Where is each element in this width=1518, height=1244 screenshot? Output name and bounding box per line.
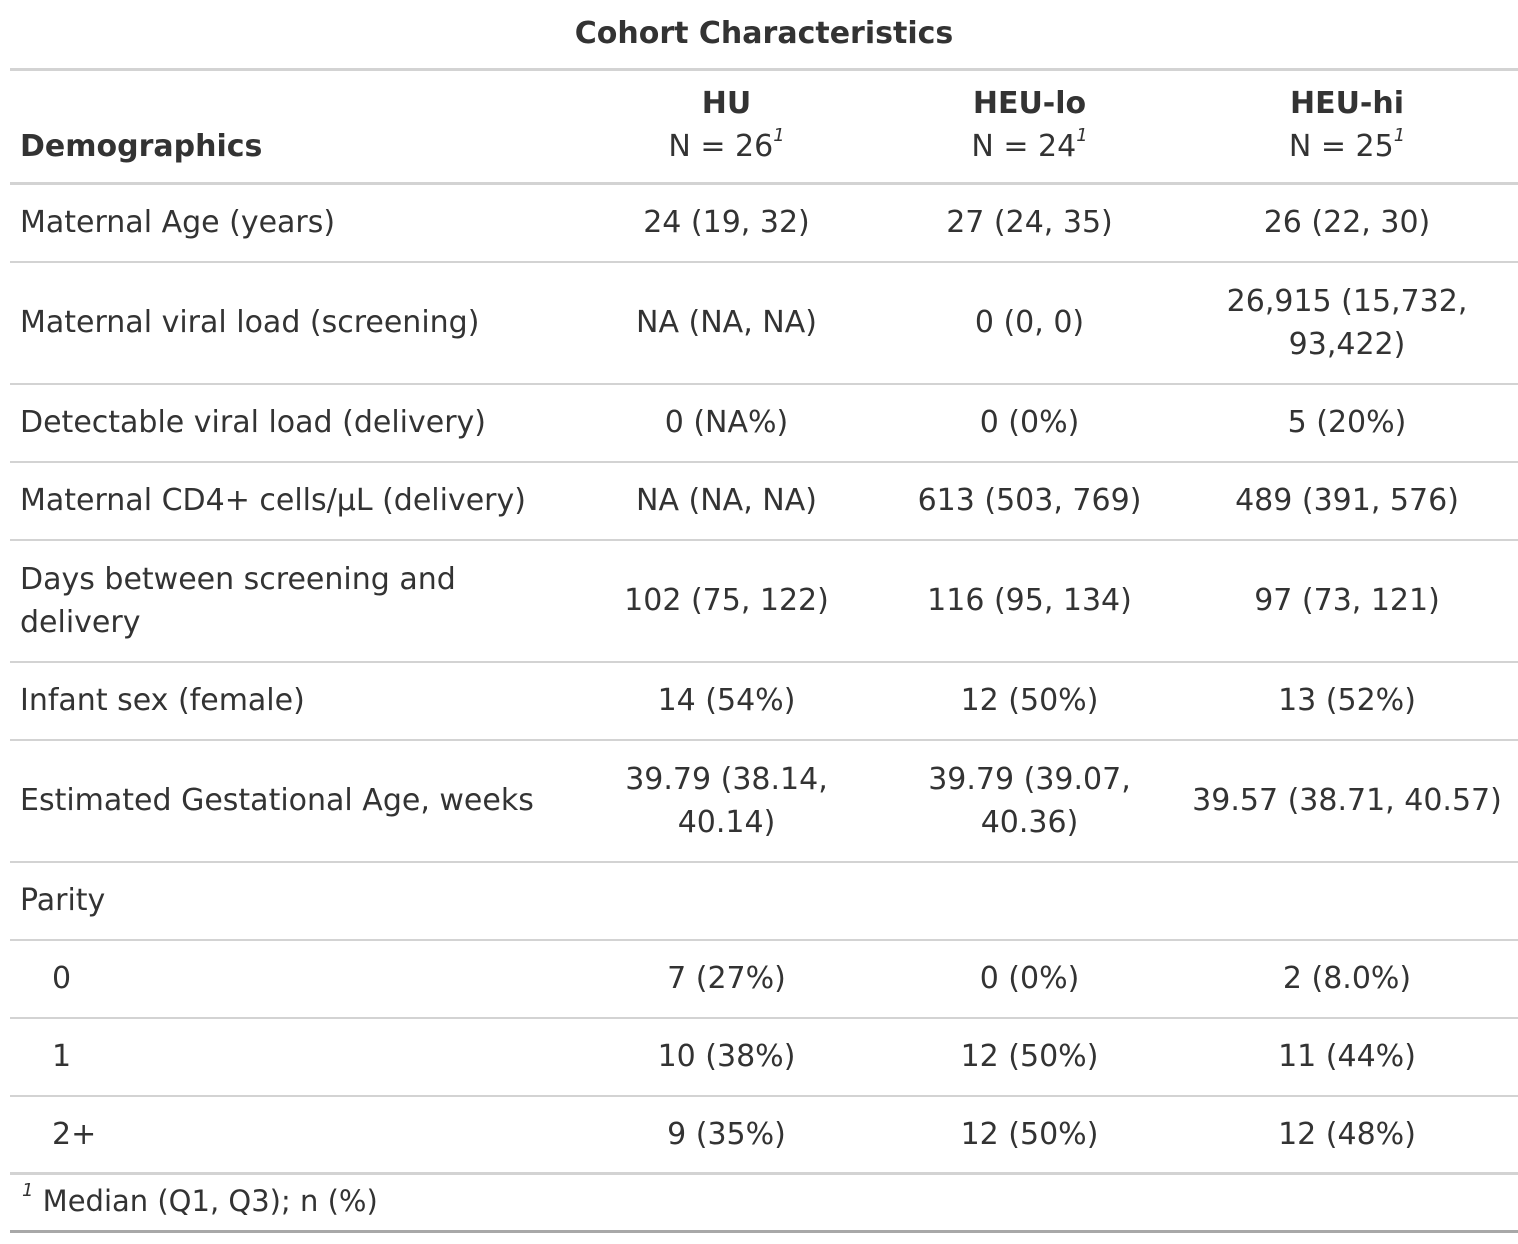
cell-value: 7 (27%) <box>570 939 883 1019</box>
cell-value: 9 (35%) <box>570 1095 883 1175</box>
column-name: HEU-hi <box>1289 86 1405 121</box>
cell-value: 39.79 (39.07, 40.36) <box>883 739 1176 863</box>
footnote-mark: 1 <box>773 125 785 146</box>
cohort-table: Demographics HU N = 261 HEU-lo N = 241 HEU… <box>10 68 1518 1233</box>
cell-value: 0 (0, 0) <box>883 261 1176 385</box>
cell-value: 10 (38%) <box>570 1017 883 1097</box>
row-label: Estimated Gestational Age, weeks <box>10 739 570 863</box>
table-row: 0 7 (27%) 0 (0%) 2 (8.0%) <box>10 939 1518 1019</box>
cell-value: 0 (NA%) <box>570 383 883 463</box>
cell-value: 116 (95, 134) <box>883 539 1176 663</box>
column-n: N = 26 <box>668 129 774 164</box>
table-row: Days between screening and delivery 102 … <box>10 539 1518 663</box>
row-label: Parity <box>10 861 570 941</box>
cell-value: 26,915 (15,732, 93,422) <box>1176 261 1518 385</box>
cell-value: 39.57 (38.71, 40.57) <box>1176 739 1518 863</box>
cell-value: 0 (0%) <box>883 383 1176 463</box>
row-label: Maternal viral load (screening) <box>10 261 570 385</box>
cell-value: 12 (50%) <box>883 1017 1176 1097</box>
column-header-heu-lo: HEU-lo N = 241 <box>883 68 1176 185</box>
table-row: Parity <box>10 861 1518 941</box>
footnote-mark: 1 <box>1076 125 1088 146</box>
cell-value: 12 (50%) <box>883 1095 1176 1175</box>
footnote: 1 Median (Q1, Q3); n (%) <box>10 1172 1518 1233</box>
cell-value <box>570 861 883 941</box>
column-name: HEU-lo <box>972 86 1087 121</box>
cell-value: 97 (73, 121) <box>1176 539 1518 663</box>
table-row: Maternal Age (years) 24 (19, 32) 27 (24,… <box>10 183 1518 263</box>
row-label: 0 <box>10 939 570 1019</box>
column-header-hu: HU N = 261 <box>570 68 883 185</box>
cell-value: 489 (391, 576) <box>1176 461 1518 541</box>
row-label: 1 <box>10 1017 570 1097</box>
table-row: 1 10 (38%) 12 (50%) 11 (44%) <box>10 1017 1518 1097</box>
row-label: 2+ <box>10 1095 570 1175</box>
cell-value: NA (NA, NA) <box>570 461 883 541</box>
footnote-text: Median (Q1, Q3); n (%) <box>42 1184 378 1218</box>
cell-value: 0 (0%) <box>883 939 1176 1019</box>
table-row: Maternal viral load (screening) NA (NA, … <box>10 261 1518 385</box>
cell-value: 5 (20%) <box>1176 383 1518 463</box>
header-row: Demographics HU N = 261 HEU-lo N = 241 HEU… <box>10 68 1518 185</box>
cell-value <box>1176 861 1518 941</box>
cell-value: 24 (19, 32) <box>570 183 883 263</box>
column-name: HU <box>701 86 752 121</box>
column-n: N = 25 <box>1288 129 1394 164</box>
cell-value: 2 (8.0%) <box>1176 939 1518 1019</box>
table-row: Estimated Gestational Age, weeks 39.79 (… <box>10 739 1518 863</box>
table-row: Detectable viral load (delivery) 0 (NA%)… <box>10 383 1518 463</box>
row-label: Detectable viral load (delivery) <box>10 383 570 463</box>
row-label: Maternal Age (years) <box>10 183 570 263</box>
table-title: Cohort Characteristics <box>574 16 954 51</box>
table-row: Infant sex (female) 14 (54%) 12 (50%) 13… <box>10 661 1518 741</box>
cell-value: 12 (48%) <box>1176 1095 1518 1175</box>
cell-value: 27 (24, 35) <box>883 183 1176 263</box>
footnote-row: 1 Median (Q1, Q3); n (%) <box>10 1172 1518 1233</box>
cell-value: 26 (22, 30) <box>1176 183 1518 263</box>
stub-header: Demographics <box>10 68 570 185</box>
footnote-mark: 1 <box>1393 125 1406 146</box>
cell-value: 14 (54%) <box>570 661 883 741</box>
cell-value: 11 (44%) <box>1176 1017 1518 1097</box>
cell-value: 613 (503, 769) <box>883 461 1176 541</box>
row-label: Infant sex (female) <box>10 661 570 741</box>
cell-value <box>883 861 1176 941</box>
table-row: 2+ 9 (35%) 12 (50%) 12 (48%) <box>10 1095 1518 1175</box>
table-row: Maternal CD4+ cells/µL (delivery) NA (NA… <box>10 461 1518 541</box>
cell-value: NA (NA, NA) <box>570 261 883 385</box>
column-header-heu-hi: HEU-hi N = 251 <box>1176 68 1518 185</box>
row-label: Maternal CD4+ cells/µL (delivery) <box>10 461 570 541</box>
cell-value: 39.79 (38.14, 40.14) <box>570 739 883 863</box>
cell-value: 102 (75, 122) <box>570 539 883 663</box>
cell-value: 12 (50%) <box>883 661 1176 741</box>
row-label: Days between screening and delivery <box>10 539 570 663</box>
cell-value: 13 (52%) <box>1176 661 1518 741</box>
footnote-mark: 1 <box>22 1180 34 1202</box>
column-n: N = 24 <box>971 129 1077 164</box>
